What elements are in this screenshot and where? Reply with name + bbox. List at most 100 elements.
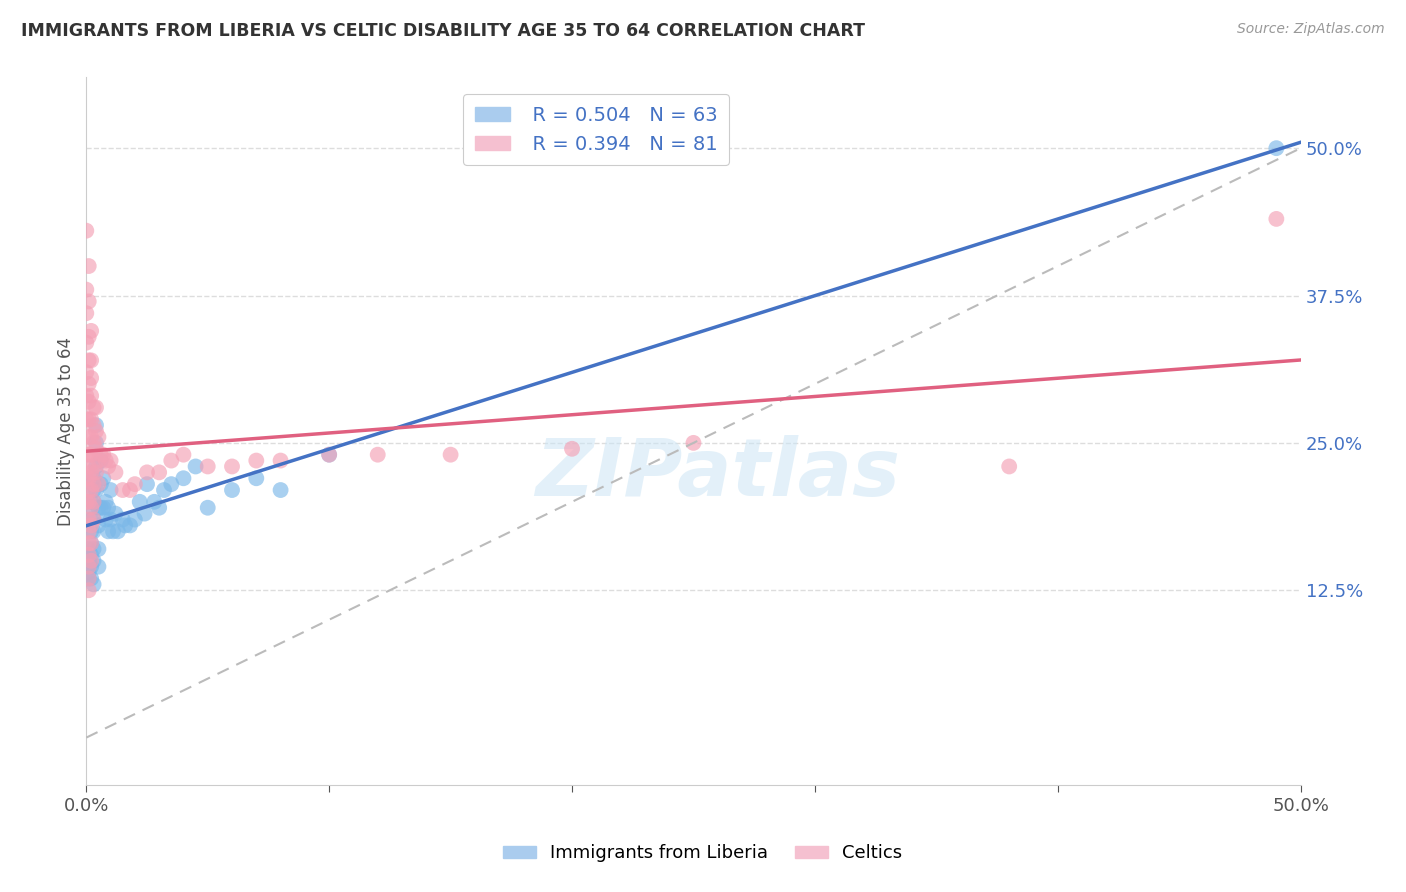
Point bbox=[77, 353, 100, 368]
Point bbox=[91, 448, 114, 462]
Point bbox=[97, 459, 120, 474]
Point bbox=[87, 430, 110, 444]
Point bbox=[77, 566, 100, 580]
Y-axis label: Disability Age 35 to 64: Disability Age 35 to 64 bbox=[58, 336, 75, 525]
Point bbox=[101, 524, 124, 539]
Point bbox=[83, 554, 105, 568]
Point bbox=[118, 518, 141, 533]
Point bbox=[87, 500, 110, 515]
Point bbox=[75, 495, 97, 509]
Point bbox=[75, 335, 97, 350]
Point bbox=[87, 541, 110, 556]
Point bbox=[75, 471, 97, 485]
Point bbox=[77, 448, 100, 462]
Point bbox=[90, 477, 112, 491]
Point bbox=[77, 559, 100, 574]
Point bbox=[136, 466, 159, 480]
Point bbox=[160, 453, 183, 467]
Point bbox=[143, 495, 166, 509]
Point bbox=[83, 512, 105, 526]
Point bbox=[148, 500, 170, 515]
Point bbox=[148, 466, 170, 480]
Point bbox=[318, 448, 340, 462]
Point bbox=[439, 448, 461, 462]
Point bbox=[80, 554, 103, 568]
Point bbox=[77, 548, 100, 562]
Point bbox=[83, 401, 105, 415]
Point bbox=[77, 571, 100, 585]
Point bbox=[118, 483, 141, 497]
Point bbox=[77, 430, 100, 444]
Point bbox=[100, 512, 122, 526]
Point bbox=[77, 459, 100, 474]
Point bbox=[83, 459, 105, 474]
Point bbox=[80, 371, 103, 385]
Point bbox=[172, 471, 194, 485]
Point bbox=[111, 483, 134, 497]
Point bbox=[83, 471, 105, 485]
Point bbox=[94, 495, 117, 509]
Point bbox=[84, 459, 107, 474]
Point bbox=[77, 412, 100, 426]
Point bbox=[197, 500, 219, 515]
Point bbox=[270, 483, 292, 497]
Point bbox=[75, 412, 97, 426]
Point bbox=[221, 483, 243, 497]
Point bbox=[91, 500, 114, 515]
Point bbox=[80, 495, 103, 509]
Point bbox=[75, 448, 97, 462]
Point bbox=[80, 389, 103, 403]
Point bbox=[80, 466, 103, 480]
Point bbox=[128, 495, 150, 509]
Point bbox=[114, 518, 136, 533]
Point bbox=[270, 453, 292, 467]
Point bbox=[153, 483, 176, 497]
Point bbox=[87, 453, 110, 467]
Point bbox=[104, 507, 127, 521]
Point bbox=[77, 571, 100, 585]
Point bbox=[124, 512, 146, 526]
Point bbox=[80, 412, 103, 426]
Point bbox=[124, 477, 146, 491]
Point bbox=[77, 376, 100, 391]
Point bbox=[84, 466, 107, 480]
Text: Source: ZipAtlas.com: Source: ZipAtlas.com bbox=[1237, 22, 1385, 37]
Point bbox=[77, 394, 100, 409]
Point bbox=[107, 524, 129, 539]
Point bbox=[77, 294, 100, 309]
Point bbox=[100, 483, 122, 497]
Point bbox=[136, 477, 159, 491]
Point bbox=[77, 554, 100, 568]
Point bbox=[84, 401, 107, 415]
Point bbox=[1265, 211, 1288, 226]
Point bbox=[77, 536, 100, 550]
Point bbox=[80, 571, 103, 585]
Text: IMMIGRANTS FROM LIBERIA VS CELTIC DISABILITY AGE 35 TO 64 CORRELATION CHART: IMMIGRANTS FROM LIBERIA VS CELTIC DISABI… bbox=[21, 22, 865, 40]
Point bbox=[184, 459, 207, 474]
Point bbox=[91, 471, 114, 485]
Point bbox=[80, 500, 103, 515]
Point bbox=[998, 459, 1021, 474]
Point bbox=[77, 512, 100, 526]
Point bbox=[77, 559, 100, 574]
Point bbox=[100, 453, 122, 467]
Point bbox=[94, 512, 117, 526]
Point bbox=[84, 424, 107, 438]
Point bbox=[80, 448, 103, 462]
Point bbox=[75, 283, 97, 297]
Point bbox=[104, 466, 127, 480]
Point bbox=[318, 448, 340, 462]
Point bbox=[80, 548, 103, 562]
Point bbox=[83, 524, 105, 539]
Point bbox=[80, 353, 103, 368]
Point bbox=[75, 365, 97, 379]
Point bbox=[97, 500, 120, 515]
Point bbox=[245, 471, 267, 485]
Point bbox=[80, 518, 103, 533]
Point bbox=[245, 453, 267, 467]
Point bbox=[77, 495, 100, 509]
Point bbox=[84, 483, 107, 497]
Point bbox=[83, 436, 105, 450]
Point bbox=[80, 430, 103, 444]
Point bbox=[75, 224, 97, 238]
